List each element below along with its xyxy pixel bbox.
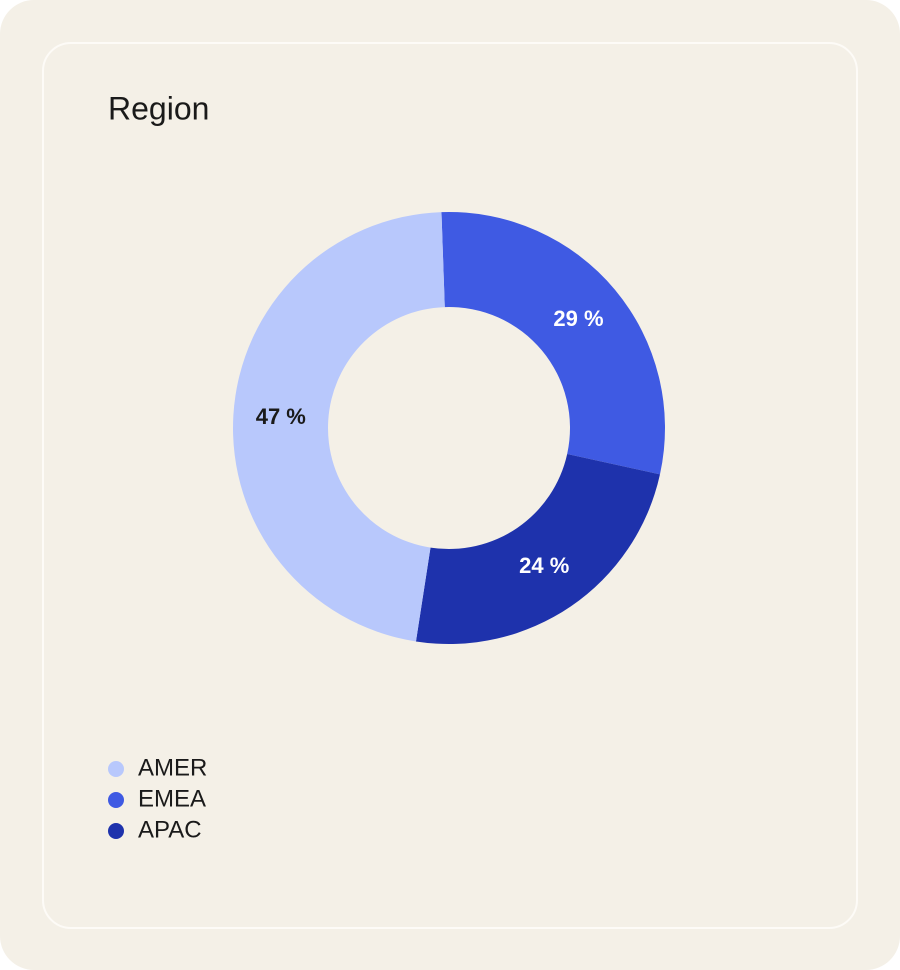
value-label: 24 % xyxy=(519,553,569,578)
legend-marker xyxy=(108,823,124,839)
chart-title: Region xyxy=(108,90,209,126)
legend: AMER EMEA APAC xyxy=(108,754,207,843)
slice xyxy=(233,212,445,642)
slice xyxy=(415,453,660,644)
slice xyxy=(441,211,665,475)
card xyxy=(42,42,858,929)
legend-label: APAC xyxy=(138,816,202,843)
value-label: 47 % xyxy=(256,404,306,429)
legend-marker xyxy=(108,761,124,777)
legend-label: EMEA xyxy=(138,785,206,812)
legend-label: AMER xyxy=(138,754,207,781)
donut: 29 % 24 % 47 % xyxy=(233,211,665,644)
value-label: 29 % xyxy=(553,306,603,331)
legend-marker xyxy=(108,792,124,808)
